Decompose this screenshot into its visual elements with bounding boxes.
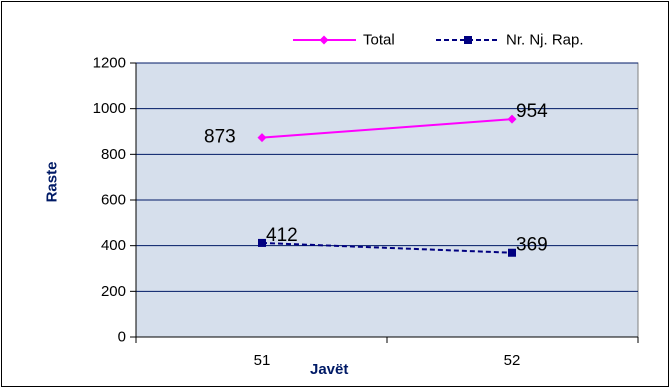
- series-line: [261, 241, 513, 254]
- y-tick-label: 0: [118, 329, 126, 346]
- y-tick-label: 800: [101, 146, 126, 163]
- series-line: [261, 118, 513, 139]
- data-label: 873: [204, 127, 236, 148]
- y-tick-label: 1200: [93, 55, 126, 72]
- legend-label-nr-nj-rap: Nr. Nj. Rap.: [506, 32, 584, 49]
- x-tick-label: 51: [254, 352, 271, 369]
- data-point-diamond: [257, 133, 267, 143]
- data-point-diamond: [319, 35, 329, 45]
- axes: 0 200 400 600 800 1000 1200 51 52: [93, 55, 639, 369]
- x-tick-label: 52: [504, 352, 521, 369]
- legend: Total Nr. Nj. Rap.: [293, 32, 584, 49]
- y-tick-label: 600: [101, 192, 126, 209]
- data-label: 369: [516, 235, 548, 256]
- data-point-square: [464, 36, 472, 44]
- data-label: 412: [266, 225, 298, 246]
- y-tick-label: 400: [101, 237, 126, 254]
- x-axis-title: Javët: [310, 361, 348, 378]
- series-nr-nj-rap: 412 369: [258, 225, 548, 257]
- data-label: 954: [516, 101, 548, 122]
- y-tick-label: 1000: [93, 100, 126, 117]
- data-point-diamond: [507, 114, 517, 124]
- data-point-square: [258, 238, 266, 247]
- data-point-square: [508, 248, 516, 257]
- y-axis-title: Raste: [44, 162, 61, 203]
- series-total: 873 954: [204, 101, 548, 147]
- gridlines: [136, 62, 638, 292]
- legend-label-total: Total: [363, 32, 395, 49]
- series-layer: 873 954 412 369: [204, 101, 548, 257]
- y-tick-label: 200: [101, 283, 126, 300]
